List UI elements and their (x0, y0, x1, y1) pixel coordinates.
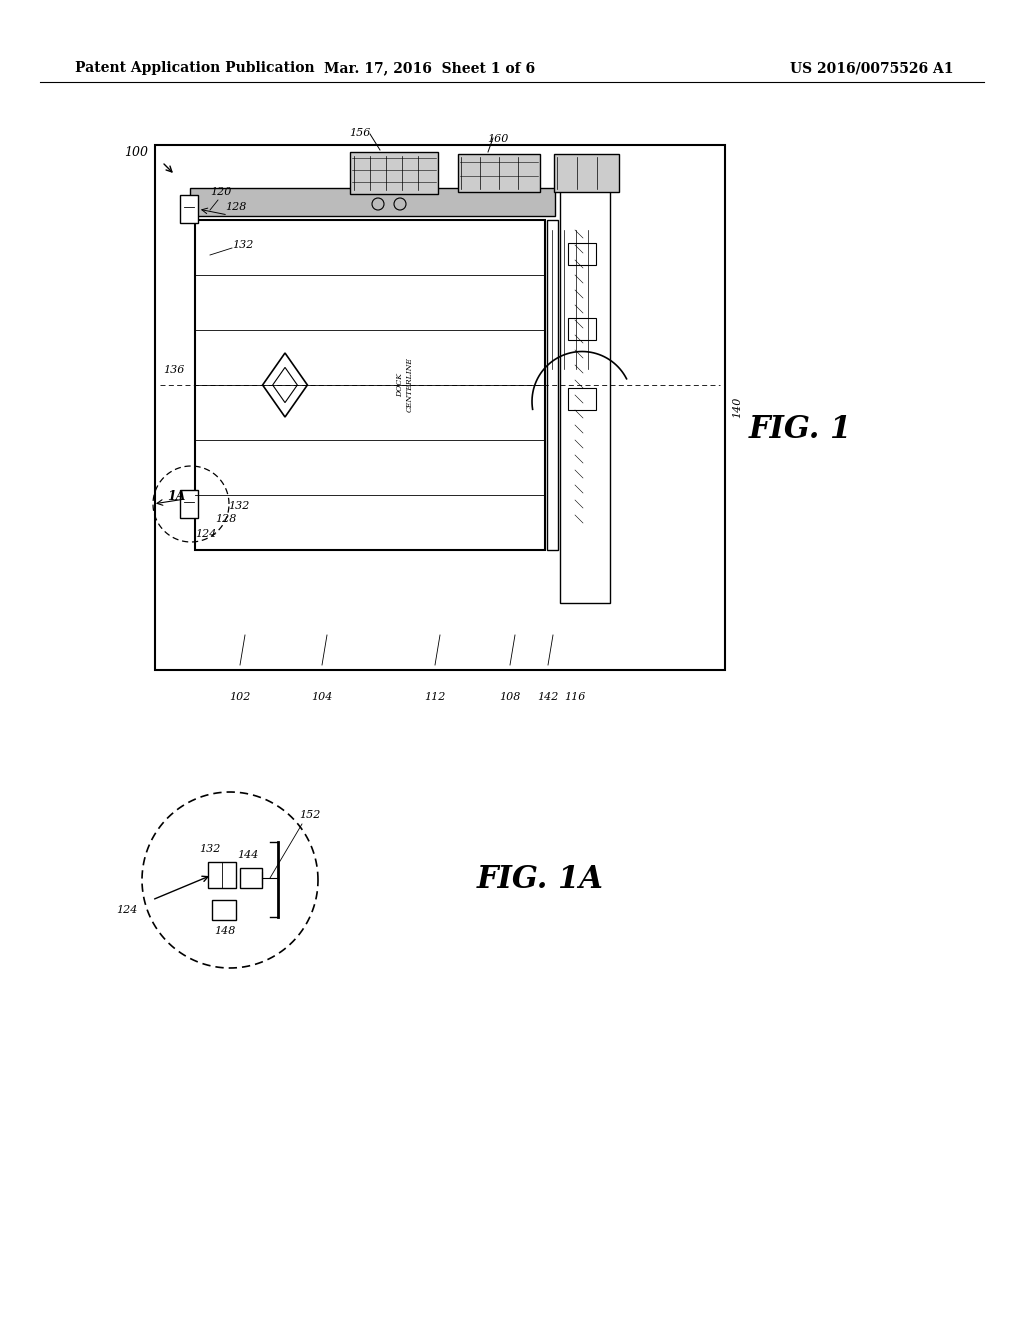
Text: 132: 132 (200, 843, 221, 854)
Text: Mar. 17, 2016  Sheet 1 of 6: Mar. 17, 2016 Sheet 1 of 6 (325, 61, 536, 75)
Bar (180, 195, 198, 223)
Bar (240, 869, 262, 888)
Bar (568, 318, 596, 341)
Bar (190, 187, 555, 216)
Text: US 2016/0075526 A1: US 2016/0075526 A1 (790, 61, 953, 75)
Text: 144: 144 (238, 850, 259, 861)
Text: DOCK
CENTERLINE: DOCK CENTERLINE (396, 358, 414, 412)
Text: 136: 136 (163, 366, 184, 375)
Text: 128: 128 (215, 513, 237, 524)
Text: 142: 142 (538, 692, 559, 702)
Polygon shape (262, 352, 307, 417)
Bar (208, 862, 236, 888)
Bar (568, 243, 596, 265)
Text: FIG. 1A: FIG. 1A (476, 865, 603, 895)
Bar (568, 388, 596, 411)
Text: 160: 160 (487, 135, 509, 144)
Text: 100: 100 (124, 145, 148, 158)
Bar (547, 220, 558, 550)
Bar (350, 152, 438, 194)
Text: 124: 124 (117, 906, 138, 915)
Bar (195, 220, 545, 550)
Bar (554, 154, 618, 191)
Text: 104: 104 (311, 692, 333, 702)
Text: 128: 128 (225, 202, 247, 213)
Text: 148: 148 (214, 927, 236, 936)
Bar (180, 490, 198, 517)
Text: 132: 132 (232, 240, 253, 249)
Text: FIG. 1: FIG. 1 (749, 414, 852, 446)
Text: 132: 132 (228, 502, 250, 511)
Text: 156: 156 (349, 128, 371, 139)
Text: 120: 120 (210, 187, 231, 197)
Bar (560, 187, 610, 603)
Text: Patent Application Publication: Patent Application Publication (75, 61, 314, 75)
Text: 108: 108 (500, 692, 520, 702)
Bar (155, 145, 725, 671)
Text: 140: 140 (732, 396, 742, 417)
Text: 102: 102 (229, 692, 251, 702)
Text: 1A: 1A (167, 490, 185, 503)
Text: 116: 116 (564, 692, 586, 702)
Bar (458, 154, 540, 191)
Text: 124: 124 (195, 529, 216, 539)
Text: 112: 112 (424, 692, 445, 702)
Polygon shape (272, 367, 297, 403)
Text: 152: 152 (299, 810, 321, 820)
Bar (212, 900, 236, 920)
